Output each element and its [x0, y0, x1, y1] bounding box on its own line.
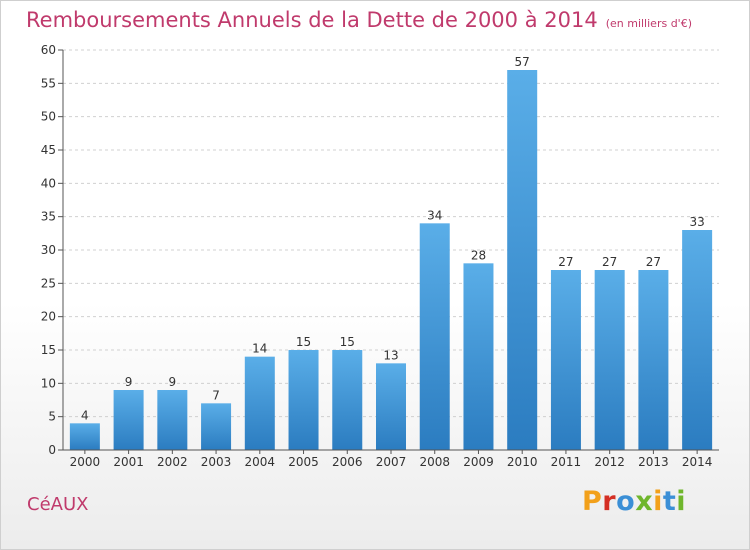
bar-value-label: 27 — [646, 255, 661, 269]
logo-letter: t — [662, 486, 677, 517]
bar-2003 — [201, 403, 232, 450]
bar-2013 — [638, 270, 669, 450]
bar-value-label: 27 — [602, 255, 617, 269]
bar-value-label: 27 — [558, 255, 573, 269]
x-axis: 2000 2001 2002 2003 2004 2005 2006 2007 2008 2009… — [63, 449, 719, 469]
logo-letter: i — [676, 486, 687, 517]
bar-2009 — [463, 263, 494, 450]
bar-2011 — [550, 270, 581, 450]
bar-2001 — [113, 390, 144, 450]
bar-value-label: 14 — [252, 342, 267, 356]
bar-value-label: 57 — [515, 55, 530, 69]
y-tick-label: 50 — [41, 110, 56, 124]
y-tick-label: 25 — [41, 276, 56, 290]
y-tick-label: 0 — [48, 443, 56, 457]
logo-letter: x — [635, 486, 654, 517]
bar-2004 — [244, 356, 275, 450]
bar-value-label: 33 — [689, 215, 704, 229]
logo-letter: r — [602, 486, 617, 517]
y-tick-label: 45 — [41, 143, 56, 157]
y-tick-label: 55 — [41, 76, 56, 90]
x-tick-label: 2012 — [594, 455, 625, 469]
bar-value-label: 7 — [212, 388, 220, 402]
x-tick-label: 2008 — [419, 455, 450, 469]
bar-value-label: 9 — [125, 375, 133, 389]
bar-2010 — [507, 70, 538, 450]
bars: 4 9 9 7 14 15 15 13 34 28 57 27 27 27 33 — [69, 55, 713, 450]
bar-value-label: 9 — [169, 375, 177, 389]
bar-value-label: 4 — [81, 408, 89, 422]
logo-letter: o — [616, 486, 636, 517]
bar-2000 — [69, 423, 100, 450]
bar-2014 — [682, 230, 713, 450]
x-tick-label: 2007 — [376, 455, 407, 469]
x-tick-label: 2002 — [157, 455, 188, 469]
y-tick-label: 10 — [41, 376, 56, 390]
logo-letter: P — [582, 486, 603, 517]
x-tick-label: 2001 — [113, 455, 144, 469]
x-tick-label: 2005 — [288, 455, 319, 469]
x-tick-label: 2006 — [332, 455, 363, 469]
x-tick-label: 2011 — [551, 455, 582, 469]
y-tick-label: 30 — [41, 243, 56, 257]
bar-value-label: 28 — [471, 248, 486, 262]
bar-value-label: 34 — [427, 208, 442, 222]
x-tick-label: 2004 — [245, 455, 276, 469]
town-name: CéAUX — [27, 494, 89, 515]
x-tick-label: 2010 — [507, 455, 538, 469]
x-tick-label: 2000 — [70, 455, 101, 469]
chart-title: Remboursements Annuels de la Dette de 20… — [26, 8, 692, 32]
y-tick-label: 40 — [41, 176, 56, 190]
bar-2012 — [594, 270, 625, 450]
bar-2006 — [332, 350, 363, 450]
bar-2008 — [419, 223, 450, 450]
x-tick-label: 2003 — [201, 455, 232, 469]
chart-title-text: Remboursements Annuels de la Dette de 20… — [26, 8, 598, 32]
bar-value-label: 15 — [296, 335, 311, 349]
bar-2005 — [288, 350, 319, 450]
y-tick-label: 35 — [41, 210, 56, 224]
x-tick-label: 2013 — [638, 455, 669, 469]
x-tick-label: 2009 — [463, 455, 494, 469]
y-tick-label: 20 — [41, 310, 56, 324]
y-tick-label: 60 — [41, 43, 56, 57]
y-tick-label: 15 — [41, 343, 56, 357]
chart-subtitle: (en milliers d'€) — [605, 17, 692, 30]
bar-value-label: 13 — [383, 348, 398, 362]
bar-2007 — [376, 363, 406, 450]
logo-letter: i — [653, 486, 663, 517]
y-tick-label: 5 — [48, 410, 56, 424]
y-axis: 0 5 10 15 20 25 30 35 40 45 50 55 60 — [41, 43, 64, 457]
bar-value-label: 15 — [340, 335, 355, 349]
x-tick-label: 2014 — [682, 455, 713, 469]
proxiti-logo: Proxiti — [582, 486, 686, 517]
bar-2002 — [157, 390, 188, 450]
